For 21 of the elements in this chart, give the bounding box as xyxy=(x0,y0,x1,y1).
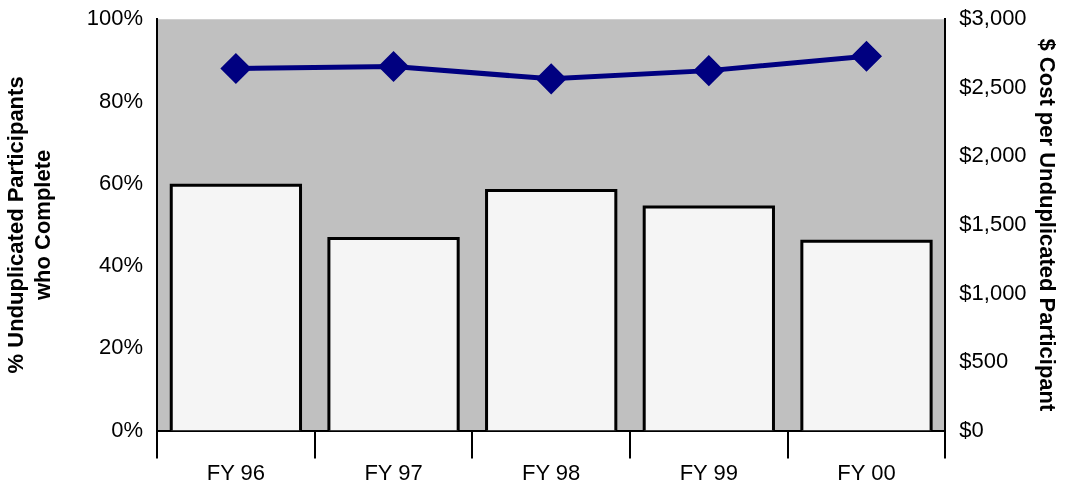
y2-tick-label: $2,500 xyxy=(959,73,1027,99)
x-tick-label: FY 96 xyxy=(206,459,266,485)
x-tick-label: FY 99 xyxy=(679,459,738,485)
x-tick-label: FY 97 xyxy=(364,459,423,485)
text: % Unduplicated Participants xyxy=(3,76,29,374)
y2-tick-label: $500 xyxy=(959,348,1009,374)
x-tick-label: FY 00 xyxy=(837,459,896,485)
x-tick-label: FY 98 xyxy=(522,459,581,485)
y-tick-label: 0% xyxy=(111,416,144,442)
y2-tick-label: $1,500 xyxy=(959,210,1027,236)
y2-axis-title: $ Cost per Unduplicated Participant xyxy=(1034,38,1060,412)
y2-tick-label: $2,000 xyxy=(959,142,1027,168)
y2-tick-label: $1,000 xyxy=(959,279,1027,305)
y-tick-label: 20% xyxy=(99,334,144,360)
y2-tick-label: $3,000 xyxy=(959,5,1027,31)
y-tick-label: 40% xyxy=(99,252,144,278)
y2-tick-label: $0 xyxy=(959,416,984,442)
y-tick-label: 80% xyxy=(99,87,144,113)
y-tick-label: 100% xyxy=(86,5,144,31)
text: who Complete xyxy=(29,149,55,301)
y-tick-label: 60% xyxy=(99,169,144,195)
